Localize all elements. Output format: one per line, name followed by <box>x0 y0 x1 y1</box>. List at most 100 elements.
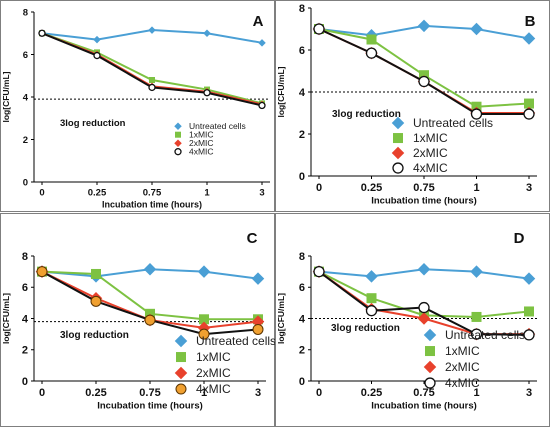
legend-label: 4xMIC <box>196 382 231 396</box>
data-point <box>365 47 378 59</box>
legend-label: Untreated cells <box>413 116 493 130</box>
data-point <box>471 311 482 322</box>
panel-letter: B <box>525 13 536 30</box>
y-tick-label: 8 <box>22 251 28 263</box>
data-point <box>524 306 534 317</box>
legend-marker <box>392 162 404 174</box>
legend-marker <box>425 346 435 357</box>
x-tick-label: 0 <box>39 188 44 199</box>
data-point <box>522 32 536 45</box>
data-point <box>90 295 102 307</box>
chart-panel-b: 0 2 4 6 8 0 0.25 0.75 1 3 Incubation time (hours) l… <box>275 0 550 212</box>
legend-label: 4xMIC <box>189 147 214 157</box>
x-tick-label: 0.75 <box>413 182 434 194</box>
x-tick-label: 1 <box>201 387 207 399</box>
y-tick-label: 8 <box>299 3 305 15</box>
legend-label: 2xMIC <box>196 366 231 380</box>
x-axis-title: Incubation time (hours) <box>102 200 202 210</box>
y-tick-label: 6 <box>299 282 305 294</box>
data-point <box>93 51 101 60</box>
y-tick-label: 2 <box>299 129 305 141</box>
x-tick-label: 1 <box>473 182 479 194</box>
reduction-annotation: 3log reduction <box>60 118 126 129</box>
data-point <box>198 328 210 340</box>
x-tick-label: 1 <box>473 387 479 399</box>
y-tick-label: 4 <box>299 313 306 325</box>
data-point <box>524 98 534 109</box>
data-point <box>470 265 483 278</box>
data-point <box>418 75 430 88</box>
panel-border <box>0 0 275 212</box>
legend-label: 1xMIC <box>189 130 214 140</box>
legend-marker <box>176 352 186 363</box>
legend-marker <box>174 139 182 147</box>
data-point <box>38 29 46 37</box>
panel-letter: C <box>247 230 258 247</box>
data-point <box>313 23 325 35</box>
panel-letter: A <box>253 13 264 30</box>
data-point <box>144 314 156 326</box>
data-point <box>91 268 101 279</box>
data-point <box>148 83 156 92</box>
legend-marker <box>175 131 181 138</box>
data-point <box>523 329 535 341</box>
data-point <box>143 263 157 276</box>
reduction-annotation: 3log reduction <box>332 109 401 120</box>
y-tick-label: 6 <box>299 45 305 57</box>
x-tick-label: 0.25 <box>88 188 107 199</box>
y-tick-label: 2 <box>299 345 305 357</box>
y-tick-label: 8 <box>299 251 305 263</box>
series-line-1xmic <box>41 32 263 105</box>
y-tick-label: 4 <box>299 87 306 99</box>
legend-label: 4xMIC <box>413 161 448 175</box>
chart-panel-a: 0 2 4 6 8 0 0.25 0.75 1 3 Incubation time (hours) l… <box>0 0 275 212</box>
x-axis-title: Incubation time (hours) <box>97 401 203 412</box>
legend-marker <box>393 133 403 144</box>
data-point <box>203 29 211 37</box>
data-point <box>417 312 431 325</box>
reduction-annotation: 3log reduction <box>331 323 400 334</box>
y-tick-label: 0 <box>22 376 28 388</box>
x-tick-label: 0.25 <box>85 387 106 399</box>
y-tick-label: 4 <box>23 92 29 103</box>
data-point <box>470 22 483 36</box>
y-axis-title: log[CFU/mL] <box>1 293 11 344</box>
x-tick-label: 0.25 <box>361 182 382 194</box>
y-tick-label: 0 <box>299 376 305 388</box>
legend-label: 1xMIC <box>445 344 480 358</box>
data-point <box>199 314 209 325</box>
y-axis-title: log[CFU/mL] <box>276 66 286 117</box>
data-point <box>418 301 430 314</box>
data-point <box>470 328 483 340</box>
x-tick-label: 0 <box>316 387 322 399</box>
data-point <box>366 293 377 304</box>
legend-label: 1xMIC <box>413 131 448 145</box>
chart-panel-d: 0 2 4 6 8 0 0.25 0.75 1 3 Incubation time (hours) l… <box>275 213 550 427</box>
data-point <box>417 263 431 276</box>
data-point <box>313 265 325 278</box>
panel-letter: D <box>514 230 525 247</box>
data-point <box>419 70 429 81</box>
y-tick-label: 4 <box>22 313 29 325</box>
legend-marker <box>174 366 188 380</box>
data-point <box>471 101 482 112</box>
y-tick-label: 2 <box>22 345 28 357</box>
x-tick-label: 0 <box>39 387 45 399</box>
legend-label: Untreated cells <box>189 121 246 131</box>
data-point <box>197 265 211 278</box>
data-point <box>417 19 431 33</box>
y-axis-title: log[CFU/mL] <box>276 293 286 344</box>
data-point <box>149 77 155 83</box>
x-tick-label: 0 <box>316 182 322 194</box>
x-tick-label: 3 <box>526 387 532 399</box>
legend-label: 2xMIC <box>189 138 214 148</box>
reduction-annotation: 3log reduction <box>60 330 129 341</box>
legend-marker <box>424 377 436 389</box>
data-point <box>203 89 211 97</box>
legend-label: 4xMIC <box>445 376 480 390</box>
legend-marker <box>175 383 187 395</box>
y-tick-label: 2 <box>23 135 28 146</box>
legend-label: Untreated cells <box>196 334 276 348</box>
